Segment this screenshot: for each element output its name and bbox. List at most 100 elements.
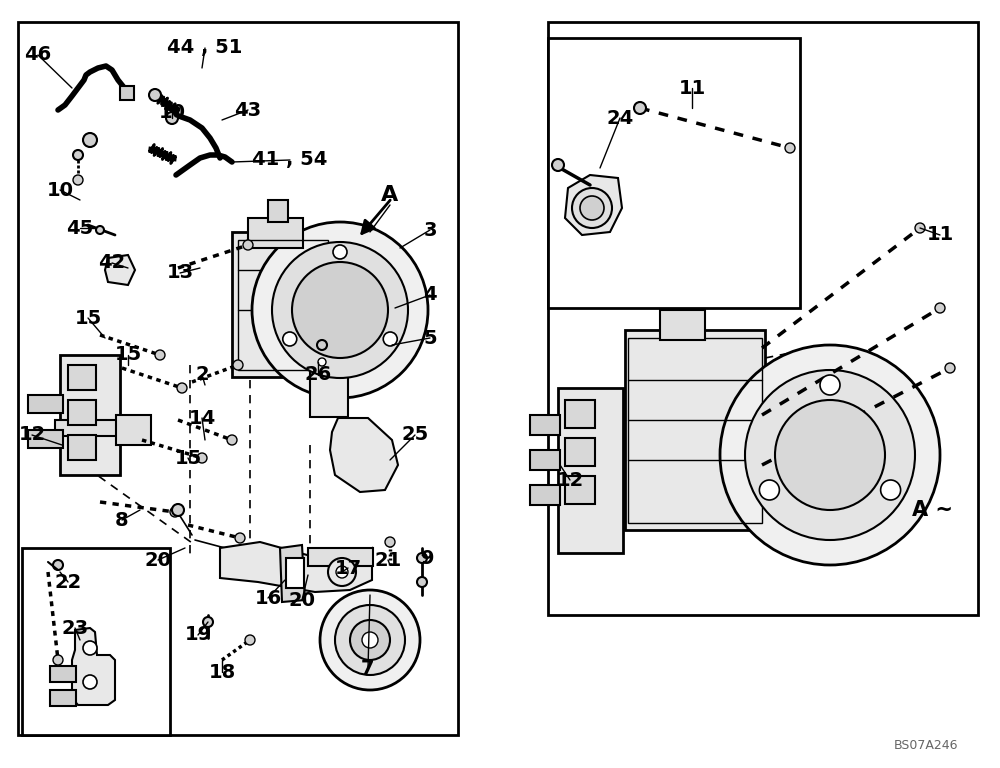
- Circle shape: [785, 143, 795, 153]
- Text: 44 , 51: 44 , 51: [167, 38, 243, 58]
- Circle shape: [83, 641, 97, 655]
- Bar: [68, 435, 96, 460]
- Circle shape: [775, 400, 885, 510]
- Circle shape: [166, 112, 178, 124]
- Circle shape: [83, 133, 97, 147]
- Text: 19: 19: [184, 625, 212, 644]
- Text: 2: 2: [195, 366, 209, 385]
- Text: 24: 24: [606, 108, 634, 127]
- Text: 41 , 54: 41 , 54: [252, 151, 328, 170]
- Text: 13: 13: [166, 263, 194, 283]
- Circle shape: [634, 102, 646, 114]
- Circle shape: [945, 363, 955, 373]
- Polygon shape: [330, 418, 398, 492]
- Bar: [286, 558, 304, 588]
- Circle shape: [362, 632, 378, 648]
- Bar: [28, 395, 63, 413]
- Circle shape: [96, 226, 104, 234]
- Bar: [50, 666, 76, 682]
- Text: 10: 10: [158, 102, 186, 121]
- Text: 3: 3: [423, 220, 437, 240]
- Circle shape: [935, 303, 945, 313]
- Circle shape: [83, 675, 97, 689]
- Bar: [28, 430, 63, 448]
- Bar: [308, 548, 373, 566]
- Polygon shape: [105, 255, 135, 285]
- Text: 43: 43: [234, 101, 262, 120]
- Circle shape: [243, 240, 253, 250]
- Circle shape: [320, 590, 420, 690]
- Text: A ~: A ~: [912, 500, 952, 520]
- Circle shape: [350, 620, 390, 660]
- Text: 7: 7: [361, 658, 375, 677]
- Circle shape: [915, 223, 925, 233]
- Bar: [530, 450, 560, 470]
- Bar: [55, 420, 130, 436]
- Text: BS07A246: BS07A246: [894, 739, 958, 752]
- Bar: [548, 22, 978, 615]
- Bar: [68, 400, 96, 425]
- Text: 45: 45: [66, 219, 94, 237]
- Circle shape: [252, 222, 428, 398]
- Text: 8: 8: [115, 511, 129, 529]
- Circle shape: [292, 262, 388, 358]
- Circle shape: [385, 537, 395, 547]
- Circle shape: [272, 242, 408, 378]
- Text: 12: 12: [18, 425, 46, 445]
- Bar: [660, 310, 705, 340]
- Text: 20: 20: [144, 551, 172, 570]
- Bar: [50, 690, 76, 706]
- Circle shape: [745, 370, 915, 540]
- Circle shape: [235, 533, 245, 543]
- Circle shape: [552, 159, 564, 171]
- Circle shape: [227, 435, 237, 445]
- Bar: [310, 362, 348, 417]
- Bar: [248, 218, 303, 248]
- Circle shape: [318, 358, 326, 366]
- Circle shape: [283, 332, 297, 346]
- Bar: [565, 476, 595, 504]
- Bar: [238, 240, 328, 370]
- Text: 26: 26: [304, 366, 332, 385]
- Bar: [68, 365, 96, 390]
- Text: 14: 14: [188, 409, 216, 428]
- Text: 9: 9: [421, 548, 435, 568]
- Text: 23: 23: [61, 618, 89, 637]
- Text: 15: 15: [114, 346, 142, 365]
- Circle shape: [820, 375, 840, 395]
- Text: 16: 16: [254, 588, 282, 607]
- Text: 22: 22: [54, 572, 82, 591]
- Bar: [530, 415, 560, 435]
- Circle shape: [417, 577, 427, 587]
- Circle shape: [73, 175, 83, 185]
- Circle shape: [417, 553, 427, 563]
- Text: 11: 11: [926, 226, 954, 244]
- Bar: [268, 200, 288, 222]
- Circle shape: [155, 350, 165, 360]
- Polygon shape: [280, 545, 305, 602]
- Bar: [60, 355, 120, 475]
- Polygon shape: [220, 542, 372, 592]
- Text: 11: 11: [678, 78, 706, 98]
- Bar: [18, 22, 458, 735]
- Circle shape: [336, 566, 348, 578]
- Circle shape: [881, 480, 901, 500]
- Circle shape: [233, 360, 243, 370]
- Text: 4: 4: [423, 286, 437, 304]
- Circle shape: [245, 635, 255, 645]
- Circle shape: [53, 655, 63, 665]
- Circle shape: [335, 605, 405, 675]
- Circle shape: [720, 345, 940, 565]
- Bar: [530, 485, 560, 505]
- Text: 12: 12: [556, 471, 584, 489]
- Circle shape: [383, 332, 397, 346]
- Bar: [625, 330, 765, 530]
- Bar: [548, 38, 800, 308]
- Circle shape: [73, 150, 83, 160]
- Polygon shape: [72, 628, 115, 705]
- Bar: [565, 438, 595, 466]
- Bar: [116, 415, 151, 445]
- Bar: [120, 86, 134, 100]
- Text: 15: 15: [174, 449, 202, 468]
- Polygon shape: [565, 175, 622, 235]
